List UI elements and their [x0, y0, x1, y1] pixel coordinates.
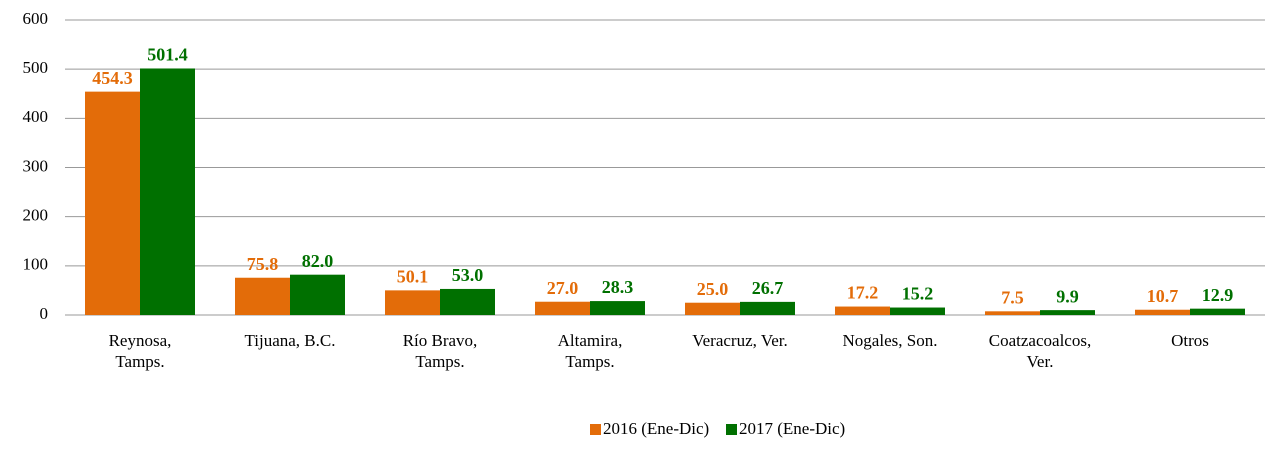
- bar: [890, 307, 945, 315]
- legend-swatch: [726, 424, 737, 435]
- data-label: 10.7: [1147, 286, 1179, 306]
- bar: [235, 277, 290, 315]
- data-label: 17.2: [847, 283, 879, 303]
- x-tick-label: Nogales, Son.: [842, 331, 938, 350]
- data-label: 454.3: [92, 68, 133, 88]
- bar: [290, 274, 345, 315]
- data-label: 27.0: [547, 278, 579, 298]
- x-tick-label: Reynosa, Tamps.: [108, 331, 172, 371]
- y-tick-label: 600: [23, 9, 49, 28]
- data-label: 501.4: [147, 45, 188, 65]
- bar: [1190, 308, 1245, 315]
- x-tick-label: Coatzacoalcos, Ver.: [988, 331, 1092, 371]
- legend-label: 2016 (Ene-Dic): [603, 419, 709, 438]
- data-label: 25.0: [697, 279, 729, 299]
- y-tick-label: 400: [23, 107, 49, 126]
- bar: [385, 290, 440, 315]
- y-tick-label: 100: [23, 255, 49, 274]
- bar: [1135, 309, 1190, 315]
- bar: [835, 306, 890, 315]
- data-label: 12.9: [1202, 285, 1234, 305]
- legend-label: 2017 (Ene-Dic): [739, 419, 845, 438]
- data-label: 50.1: [397, 266, 429, 286]
- y-tick-label: 500: [23, 58, 49, 77]
- data-label: 9.9: [1056, 286, 1079, 306]
- bar: [685, 302, 740, 315]
- data-label: 53.0: [452, 265, 484, 285]
- data-label: 75.8: [247, 254, 279, 274]
- data-label: 28.3: [602, 277, 634, 297]
- data-label: 15.2: [902, 284, 934, 304]
- bar: [985, 311, 1040, 315]
- y-tick-label: 200: [23, 206, 49, 225]
- data-label: 26.7: [752, 278, 784, 298]
- y-tick-label: 300: [23, 156, 49, 175]
- bar: [535, 301, 590, 315]
- bar: [85, 91, 140, 315]
- bar: [1040, 310, 1095, 315]
- data-label: 82.0: [302, 251, 334, 271]
- x-tick-label: Río Bravo, Tamps.: [402, 331, 478, 371]
- data-label: 7.5: [1001, 287, 1024, 307]
- bar: [590, 301, 645, 315]
- x-tick-label: Veracruz, Ver.: [692, 331, 788, 350]
- y-tick-label: 0: [40, 304, 49, 323]
- bar: [440, 288, 495, 315]
- bar: [140, 68, 195, 315]
- x-tick-label: Altamira, Tamps.: [557, 331, 623, 371]
- legend-swatch: [590, 424, 601, 435]
- x-tick-label: Otros: [1171, 331, 1209, 350]
- bar: [740, 301, 795, 315]
- x-tick-label: Tijuana, B.C.: [244, 331, 336, 350]
